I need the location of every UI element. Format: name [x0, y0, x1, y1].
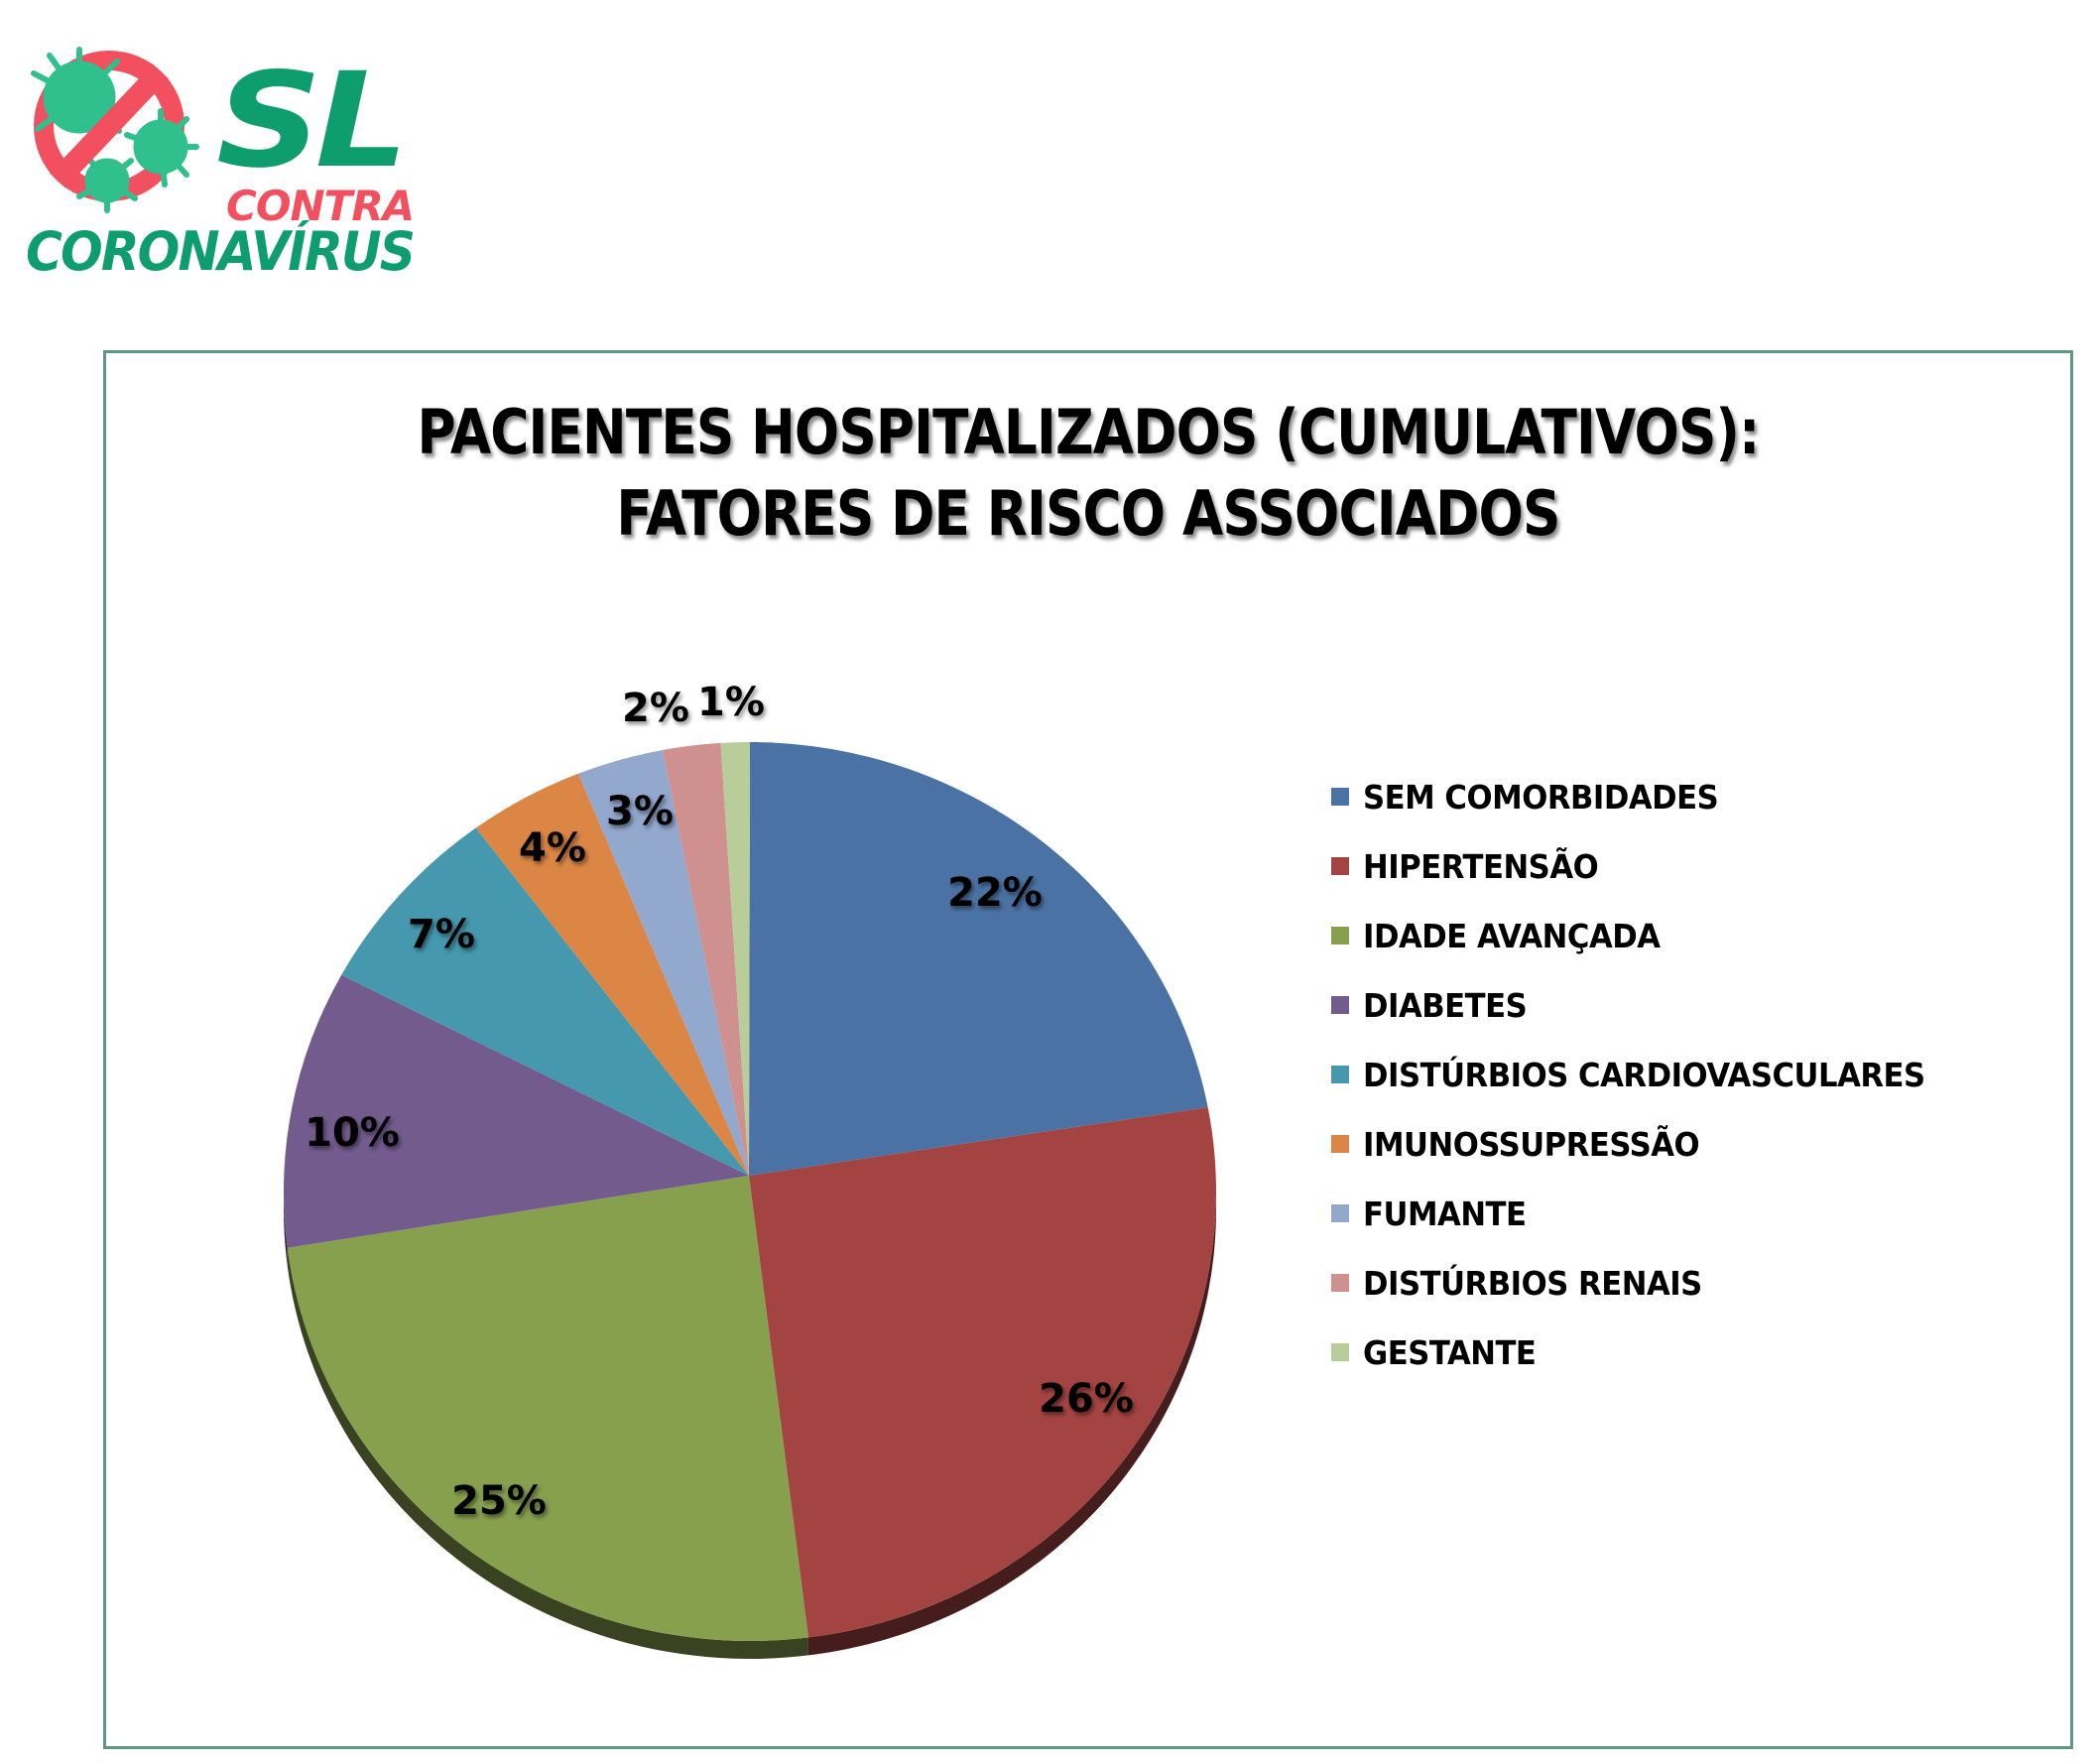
- virus-prohibited-icon: [31, 47, 199, 213]
- sl-contra-coronavirus-logo: SL CONTRA CORONAVÍRUS: [0, 0, 417, 298]
- legend-label: HIPERTENSÃO: [1363, 846, 1599, 886]
- legend-label: DISTÚRBIOS CARDIOVASCULARES: [1363, 1055, 1925, 1094]
- data-label: 4%: [519, 825, 586, 871]
- legend-swatch-icon: [1331, 1066, 1349, 1083]
- legend-label: FUMANTE: [1363, 1194, 1527, 1233]
- legend-item[interactable]: DIABETES: [1331, 970, 1540, 1040]
- legend-swatch-icon: [1331, 1343, 1349, 1361]
- data-label: 7%: [408, 912, 475, 957]
- legend-swatch-icon: [1331, 857, 1349, 875]
- data-label: 26%: [1039, 1376, 1134, 1422]
- data-label: 10%: [305, 1110, 400, 1156]
- legend-item[interactable]: GESTANTE: [1331, 1318, 1549, 1387]
- chart-title-line-1: PACIENTES HOSPITALIZADOS (CUMULATIVOS):: [417, 396, 1761, 468]
- legend-item[interactable]: DISTÚRBIOS CARDIOVASCULARES: [1331, 1040, 1967, 1109]
- chart-title: PACIENTES HOSPITALIZADOS (CUMULATIVOS): …: [241, 392, 1935, 555]
- pie-slice-dist-rbios-renais[interactable]: [662, 742, 749, 1176]
- pie-data-labels: 22% 26% 25% 10% 7% 4% 3% 2% 1%: [305, 680, 1134, 1524]
- legend-label: IMUNOSSUPRESSÃO: [1363, 1124, 1700, 1164]
- data-label: 22%: [947, 870, 1043, 916]
- data-label: 2%: [622, 686, 689, 731]
- chart-title-line-2: FATORES DE RISCO ASSOCIADOS: [616, 477, 1560, 550]
- pie-slice-diabetes[interactable]: [283, 974, 749, 1248]
- legend-label: IDADE AVANÇADA: [1363, 916, 1661, 955]
- pie-slice-hipertens-o[interactable]: [749, 1107, 1217, 1638]
- legend-swatch-icon: [1331, 1204, 1349, 1222]
- legend-item[interactable]: SEM COMORBIDADES: [1331, 762, 1745, 831]
- pie-slice-dist-rbios-cardiovasculares[interactable]: [341, 827, 749, 1176]
- legend-swatch-icon: [1331, 1135, 1349, 1153]
- legend-label: DISTÚRBIOS RENAIS: [1363, 1263, 1702, 1303]
- legend-item[interactable]: IDADE AVANÇADA: [1331, 901, 1682, 970]
- legend-item[interactable]: IMUNOSSUPRESSÃO: [1331, 1109, 1725, 1179]
- pie-slice-idade-avan-ada[interactable]: [287, 1176, 808, 1641]
- data-label: 1%: [697, 680, 765, 725]
- legend-label: GESTANTE: [1363, 1332, 1537, 1372]
- pie-3d-edge: [284, 1192, 1216, 1660]
- legend-item[interactable]: FUMANTE: [1331, 1179, 1539, 1248]
- chart-frame: [103, 350, 2073, 1749]
- logo-contra-text: CONTRA: [226, 182, 415, 230]
- data-label: 25%: [451, 1478, 547, 1524]
- logo-coronavirus-text: CORONAVÍRUS: [26, 220, 416, 283]
- legend-label: DIABETES: [1363, 985, 1528, 1025]
- pie-edge-3: [284, 1192, 288, 1266]
- pie-slice-gestante[interactable]: [720, 742, 750, 1176]
- legend-item[interactable]: DISTÚRBIOS RENAIS: [1331, 1248, 1728, 1318]
- legend-swatch-icon: [1331, 996, 1349, 1014]
- pie-slice-sem-comorbidades[interactable]: [749, 742, 1208, 1176]
- pie-slice-imunossupress-o[interactable]: [475, 773, 749, 1176]
- pie-slice-fumante[interactable]: [577, 750, 749, 1176]
- logo-sl-text: SL: [216, 45, 409, 197]
- legend-item[interactable]: HIPERTENSÃO: [1331, 831, 1616, 901]
- pie-slices: [283, 742, 1217, 1641]
- legend-label: SEM COMORBIDADES: [1363, 777, 1719, 817]
- legend-swatch-icon: [1331, 1274, 1349, 1292]
- data-label: 3%: [606, 789, 674, 834]
- legend-swatch-icon: [1331, 788, 1349, 806]
- legend-swatch-icon: [1331, 927, 1349, 945]
